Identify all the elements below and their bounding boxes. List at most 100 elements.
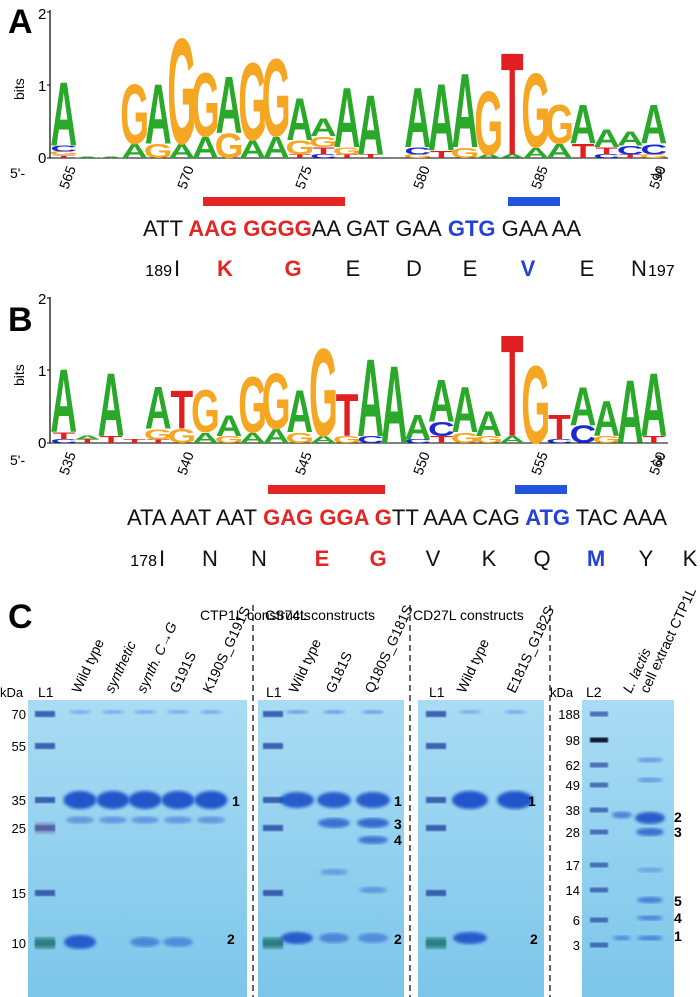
- ladder-band: [426, 890, 446, 896]
- codon: AAT: [165, 505, 211, 530]
- marker-l2-98: 98: [566, 733, 580, 748]
- xtick-label: 585: [528, 163, 551, 191]
- logo-letter-G: G: [451, 429, 480, 446]
- logo-letter-T: T: [336, 382, 359, 449]
- gel-band: [64, 935, 96, 949]
- aminoacid: D: [406, 256, 422, 281]
- ladder-band: [263, 797, 283, 803]
- panel-c-label: C: [8, 598, 33, 636]
- aminoacid: E: [463, 256, 478, 281]
- logo-letter-A: A: [74, 156, 101, 158]
- logo-letter-A: A: [121, 140, 148, 162]
- gel-band: [357, 818, 389, 828]
- codon: ATA: [127, 505, 167, 530]
- ladder-band: [263, 743, 283, 749]
- aminoacid: E: [346, 256, 361, 281]
- logo-letter-A: A: [145, 66, 172, 162]
- ladder-band: [426, 825, 446, 831]
- gel-band: [167, 710, 189, 714]
- logo-letter-G: G: [639, 153, 668, 159]
- aminoacid: G: [369, 546, 386, 571]
- gel-band: [452, 791, 488, 809]
- gel-band: [637, 935, 663, 941]
- group-title-cd27l: CD27L constructs: [413, 607, 524, 623]
- xtick-label: 575: [292, 163, 315, 191]
- logo-letter-A: A: [192, 429, 219, 446]
- xtick-label: 560: [646, 449, 669, 477]
- logo-letter-A: A: [617, 128, 644, 150]
- gel-band: [163, 937, 193, 947]
- ladder-l1-gel2: L1: [266, 684, 282, 700]
- logo-letter-G: G: [167, 7, 196, 176]
- logo-letter-A: A: [593, 124, 620, 153]
- band-number: 1: [674, 928, 682, 944]
- codon: GAG: [257, 505, 313, 530]
- marker-l2-38: 38: [566, 803, 580, 818]
- gel-band: [164, 816, 192, 824]
- logo-letter-A: A: [192, 131, 219, 165]
- ladder-band: [263, 890, 283, 896]
- codon: GAT: [340, 216, 389, 241]
- gel-band: [637, 777, 663, 783]
- logo-letter-T: T: [123, 438, 146, 444]
- logo-letter-A: A: [310, 434, 337, 445]
- ladder-band: [35, 890, 55, 896]
- codon: G: [369, 505, 392, 530]
- gel-band: [637, 757, 663, 763]
- logo-letter-T: T: [548, 407, 571, 447]
- logo-letter-A: A: [499, 434, 526, 445]
- panel-a-xticks: 565 570 575 580 585 590: [56, 163, 669, 191]
- logo-letter-A: A: [286, 86, 313, 154]
- logo-letter-A: A: [475, 404, 502, 444]
- aminoacid: N: [631, 256, 647, 281]
- kda-label-left: kDa: [0, 685, 24, 700]
- logo-letter-T: T: [52, 154, 75, 159]
- gel-band: [636, 828, 664, 836]
- xtick-label: 570: [174, 163, 197, 191]
- logo-letter-T: T: [52, 430, 75, 441]
- logo-letter-A: A: [286, 378, 313, 445]
- logo-letter-A: A: [357, 338, 384, 460]
- logo-letter-T: T: [100, 434, 123, 445]
- gel-band: [635, 812, 665, 824]
- logo-letter-T: T: [170, 379, 193, 440]
- logo-letter-A: A: [98, 156, 125, 158]
- logo-letter-C: C: [357, 434, 384, 445]
- panel-b-ylabel: bits: [11, 364, 27, 386]
- panel-a-3prime: -3': [650, 165, 665, 181]
- logo-letter-G: G: [403, 153, 432, 159]
- logo-letter-A: A: [617, 362, 644, 463]
- logo-letter-A: A: [428, 367, 455, 434]
- panel-a-ylabel: bits: [11, 78, 27, 100]
- codon: ATT: [143, 216, 183, 241]
- logo-letter-T: T: [430, 434, 453, 445]
- gel-band: [613, 935, 631, 941]
- ladder-band: [590, 887, 608, 893]
- logo-letter-T: T: [430, 149, 453, 161]
- ladder-band: [590, 711, 608, 717]
- gel-band: [69, 710, 91, 714]
- logo-letter-A: A: [145, 374, 172, 441]
- logo-letter-T: T: [572, 140, 595, 162]
- gel-band: [99, 816, 127, 824]
- gel-band: [66, 816, 94, 824]
- aminoacid: E: [580, 256, 595, 281]
- panel-a-blue-bar: [508, 197, 560, 206]
- logo-letter-C: C: [404, 438, 431, 444]
- codon: GAA: [496, 216, 549, 241]
- group-title-cs74l: CS74L constructs: [265, 607, 375, 623]
- gel-1: [28, 700, 247, 997]
- panel-a-sequence: ATT AAG GGGGAA GAT GAA GTG GAA AA: [143, 216, 581, 241]
- logo-letter-A: A: [50, 63, 77, 165]
- aminoacid: K: [482, 546, 497, 571]
- gel-band: [194, 791, 228, 809]
- logo-letter-C: C: [428, 418, 455, 440]
- logo-letter-G: G: [262, 37, 291, 160]
- gel-band: [128, 791, 162, 809]
- logo-letter-T: T: [359, 153, 382, 159]
- codon: GGG: [237, 216, 294, 241]
- logo-letter-T: T: [288, 153, 311, 159]
- band-number: 2: [530, 931, 538, 947]
- marker-l2-14: 14: [566, 883, 580, 898]
